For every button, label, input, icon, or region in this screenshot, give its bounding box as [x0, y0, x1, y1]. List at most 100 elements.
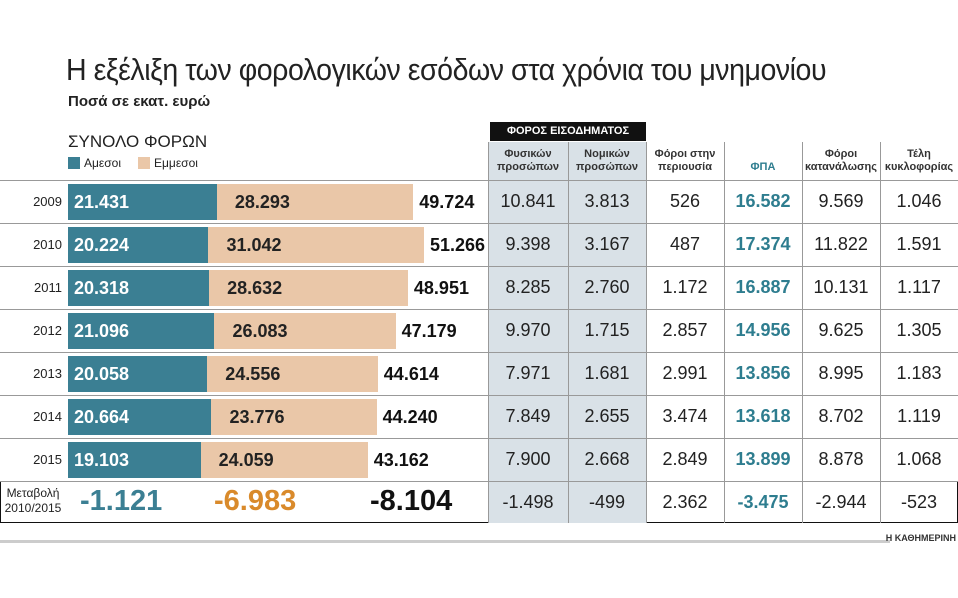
- bar-label: 21.431: [74, 192, 130, 212]
- header-line: προσώπων: [497, 161, 559, 173]
- change-cell: -1.498: [502, 491, 554, 512]
- change-total: -1.121: [80, 485, 163, 517]
- header-line: κατανάλωσης: [804, 161, 877, 173]
- change-label: Μεταβολή: [6, 486, 60, 500]
- table-cell: 1.046: [896, 191, 942, 211]
- table-cell: 2.857: [662, 320, 708, 340]
- bar-label: 19.103: [74, 450, 130, 470]
- table-cell: 14.956: [735, 320, 791, 340]
- table-cell: 11.822: [814, 234, 868, 254]
- table-cell: 7.849: [505, 406, 551, 426]
- year-label: 2013: [33, 366, 62, 381]
- bar-label: 28.632: [227, 278, 283, 298]
- table-cell: 7.900: [505, 449, 551, 469]
- row-line: [0, 438, 958, 439]
- total-label: 49.724: [419, 192, 475, 212]
- year-label: 2015: [33, 452, 62, 467]
- bar: [200, 442, 368, 478]
- year-label: 2012: [33, 323, 62, 338]
- change-cell: 2.362: [662, 491, 708, 512]
- bar-label: 26.083: [232, 321, 288, 341]
- total-label: 43.162: [373, 450, 429, 470]
- table-cell: 13.899: [735, 449, 791, 469]
- bar-label: 24.556: [225, 364, 281, 384]
- table-cell: 13.856: [735, 363, 791, 383]
- table-cell: 1.183: [896, 363, 942, 383]
- bar: [211, 399, 377, 435]
- header-line: ΦΠΑ: [750, 161, 776, 173]
- total-label: 51.266: [430, 235, 486, 255]
- column-header: Νομικών προσώπων: [568, 148, 646, 174]
- table-cell: 9.625: [818, 320, 864, 340]
- table-cell: 8.995: [818, 363, 864, 383]
- column-header: Φόροι στην περιουσία: [646, 148, 724, 174]
- total-label: 44.240: [382, 407, 438, 427]
- column-line: [568, 142, 569, 523]
- column-header: ΦΠΑ: [724, 161, 802, 174]
- table-cell: 1.119: [897, 406, 941, 426]
- table-cell: 10.131: [813, 277, 869, 297]
- header-line: Φόροι στην: [654, 148, 716, 160]
- shade: [488, 142, 646, 523]
- bar: [68, 356, 208, 392]
- table-cell: 8.878: [818, 449, 864, 469]
- column-header: Φόροι κατανάλωσης: [802, 148, 880, 174]
- bar: [207, 356, 378, 392]
- column-line: [488, 142, 489, 523]
- table-cell: 16.582: [735, 191, 791, 211]
- bar: [216, 184, 414, 220]
- table-cell: 9.569: [818, 191, 864, 211]
- header-line: Νομικών: [584, 148, 630, 160]
- header-line: Τέλη: [907, 148, 931, 160]
- header-line: προσώπων: [576, 161, 638, 173]
- table-cell: 3.167: [584, 234, 630, 254]
- year-label: 2014: [33, 409, 62, 424]
- bar-label: 20.224: [74, 235, 130, 255]
- bar-label: 20.058: [74, 364, 130, 384]
- change-cell: -3.475: [737, 491, 789, 512]
- column-line: [646, 142, 647, 523]
- bar-label: 24.059: [218, 450, 274, 470]
- bar-label: 31.042: [226, 235, 282, 255]
- table-cell: 2.655: [584, 406, 630, 426]
- change-cell: -523: [900, 491, 938, 512]
- bar: [208, 227, 424, 263]
- row-line: [0, 223, 958, 224]
- column-line: [880, 142, 881, 523]
- table-cell: 8.702: [818, 406, 864, 426]
- table-cell: 526: [669, 191, 701, 211]
- legend-swatch: [68, 157, 80, 169]
- table-cell: 9.970: [505, 320, 551, 340]
- year-label: 2011: [34, 280, 62, 295]
- chart-title: ΣΥΝΟΛΟ ΦΟΡΩΝ: [68, 132, 208, 151]
- table-cell: 1.172: [662, 277, 708, 297]
- table-cell: 2.991: [662, 363, 708, 383]
- bar-label: 20.318: [74, 278, 130, 298]
- subtitle: Ποσά σε εκατ. ευρώ: [68, 93, 211, 110]
- row-line: [0, 481, 958, 482]
- header-line: Φόροι: [824, 148, 858, 160]
- change-label: 2010/2015: [4, 501, 62, 515]
- legend-label: Αμεσοι: [84, 156, 122, 170]
- source: Η ΚΑΘΗΜΕΡΙΝΗ: [885, 533, 956, 543]
- table-cell: 3.813: [584, 191, 630, 211]
- bar-label: 20.664: [74, 407, 130, 427]
- column-line: [802, 142, 803, 523]
- table-cell: 1.715: [584, 320, 630, 340]
- bar: [68, 227, 209, 263]
- header-line: κυκλοφορίας: [884, 161, 954, 173]
- bar-label: 28.293: [234, 192, 290, 212]
- total-label: 47.179: [401, 321, 457, 341]
- bar-label: 21.096: [74, 321, 130, 341]
- column-header: Τέλη κυκλοφορίας: [880, 148, 958, 174]
- total-label: 48.951: [413, 278, 469, 298]
- table-cell: 1.117: [897, 277, 941, 297]
- bar: [68, 184, 217, 220]
- change-total: -8.104: [370, 485, 453, 517]
- row-line: [0, 309, 958, 310]
- table-cell: 8.285: [505, 277, 551, 297]
- year-label: 2010: [33, 237, 62, 252]
- row-line: [0, 352, 958, 353]
- header-line: περιουσία: [658, 161, 712, 173]
